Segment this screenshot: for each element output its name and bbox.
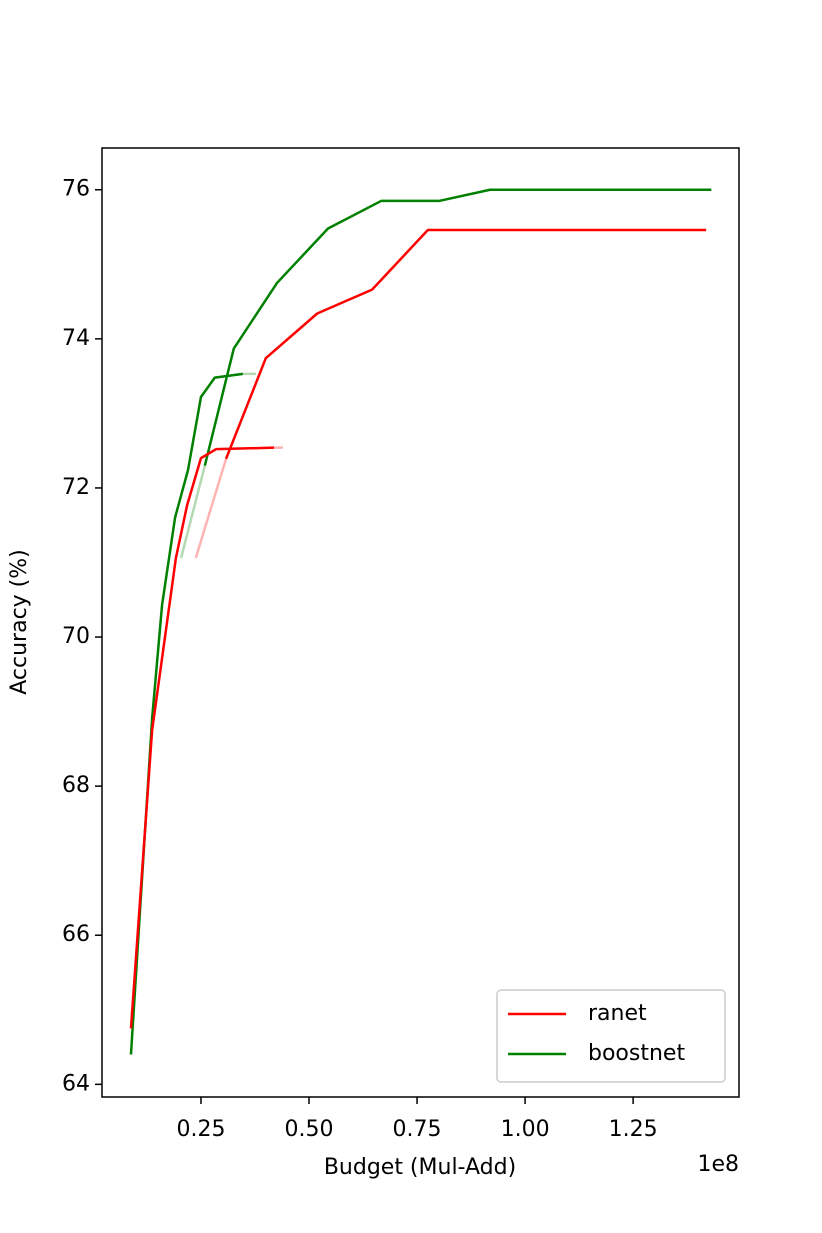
line-series [194,446,284,559]
x-tick-label: 1.00 [501,1117,550,1142]
x-axis-label: Budget (Mul-Add) [324,1155,516,1180]
y-tick-label: 64 [62,1071,90,1096]
y-tick-label: 74 [62,326,90,351]
plot-frame [101,147,740,1098]
x-tick-label: 0.75 [393,1117,442,1142]
line-series [129,228,707,1029]
line-series [129,188,712,1055]
x-offset-label: 1e8 [697,1152,739,1177]
y-tick-label: 76 [62,177,90,202]
y-tick-label: 70 [62,624,90,649]
x-tick-label: 0.25 [176,1117,225,1142]
legend-label: ranet [588,1001,647,1026]
y-axis-label: Accuracy (%) [7,549,32,695]
y-tick-label: 66 [62,922,90,947]
line-series [179,372,256,559]
x-tick-label: 0.50 [285,1117,334,1142]
legend-label: boostnet [588,1041,685,1066]
y-tick-label: 68 [62,773,90,798]
y-tick-label: 72 [62,475,90,500]
x-tick-label: 1.25 [609,1117,658,1142]
